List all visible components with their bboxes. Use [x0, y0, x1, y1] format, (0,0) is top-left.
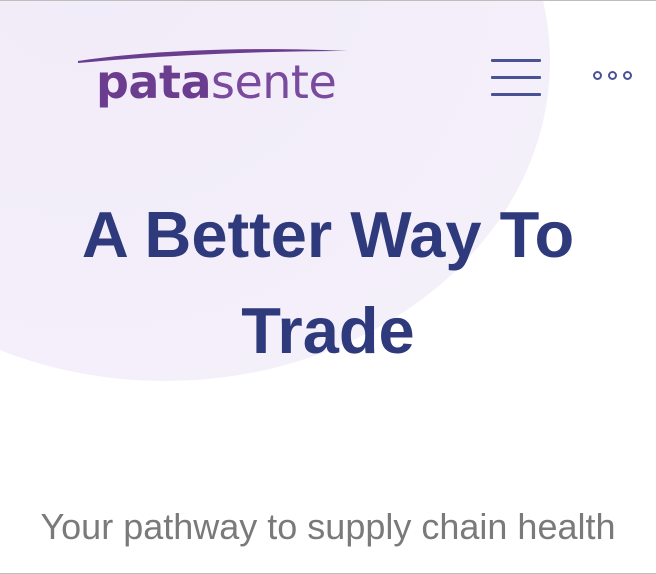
hero-subtitle: Your pathway to supply chain health [40, 506, 616, 547]
more-options-icon[interactable] [590, 65, 638, 89]
logo-wordmark: patasente [96, 55, 337, 109]
hamburger-menu-icon[interactable] [489, 57, 543, 99]
logo-text-light: sente [211, 55, 337, 109]
logo-text-bold: pata [96, 55, 212, 109]
logo-swoosh-icon [78, 49, 348, 63]
hero-title: A Better Way To Trade [81, 198, 575, 367]
patasente-logo[interactable]: patasente [76, 45, 351, 111]
site-header: patasente [0, 1, 656, 151]
